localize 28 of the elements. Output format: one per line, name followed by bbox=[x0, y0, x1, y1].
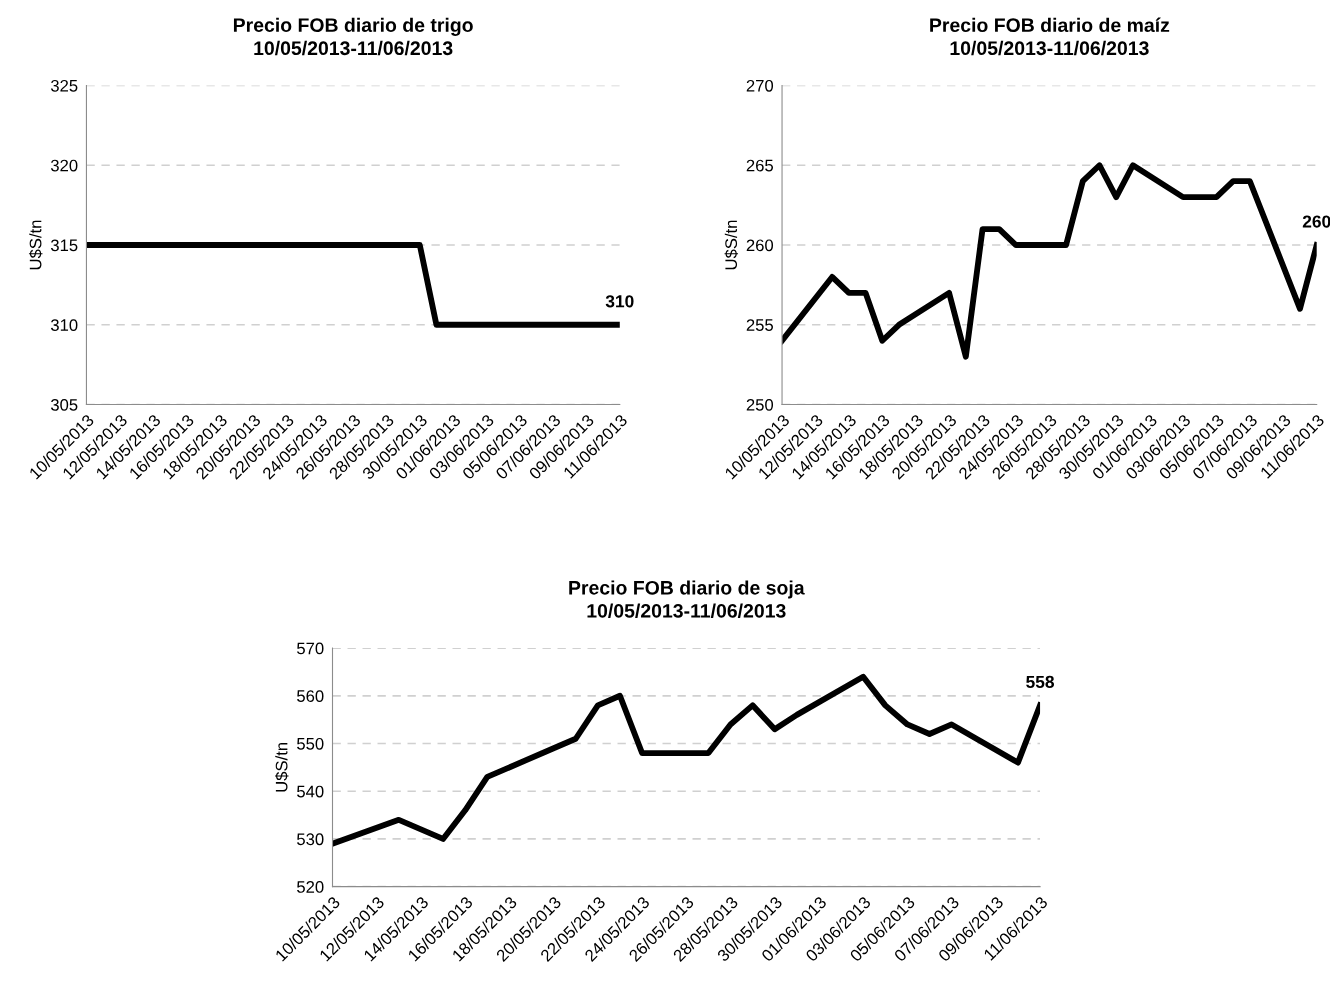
data-label: 260 bbox=[1302, 215, 1330, 228]
chart-subtitle: 10/05/2013-11/06/2013 bbox=[254, 40, 453, 56]
y-axis-title: U$S/tn bbox=[28, 220, 43, 270]
data-label: 558 bbox=[1026, 675, 1055, 689]
y-tick-label: 540 bbox=[297, 785, 324, 798]
y-tick-label: 260 bbox=[746, 239, 774, 252]
y-tick-label: 305 bbox=[50, 398, 78, 411]
y-tick-label: 325 bbox=[50, 79, 78, 92]
data-label: 310 bbox=[605, 295, 634, 308]
y-tick-label: 310 bbox=[50, 319, 78, 331]
y-tick-label: 570 bbox=[297, 642, 324, 655]
y-tick-label: 250 bbox=[746, 398, 774, 411]
y-tick-label: 265 bbox=[746, 159, 774, 172]
chart-subtitle: 10/05/2013-11/06/2013 bbox=[587, 603, 786, 618]
chart-title: Precio FOB diario de trigo bbox=[233, 17, 473, 36]
y-tick-label: 255 bbox=[746, 319, 774, 331]
chart-title: Precio FOB diario de soja bbox=[569, 580, 805, 599]
y-tick-label: 560 bbox=[297, 690, 324, 702]
y-tick-label: 315 bbox=[50, 239, 78, 252]
y-axis-title: U$S/tn bbox=[275, 742, 289, 792]
chart-title: Precio FOB diario de maíz bbox=[930, 17, 1170, 33]
y-axis-title: U$S/tn bbox=[724, 220, 739, 270]
y-tick-label: 520 bbox=[297, 881, 324, 893]
y-tick-label: 320 bbox=[50, 159, 78, 172]
y-tick-label: 270 bbox=[746, 79, 774, 92]
chart-subtitle: 10/05/2013-11/06/2013 bbox=[950, 40, 1149, 56]
y-tick-label: 530 bbox=[297, 833, 324, 846]
y-tick-label: 550 bbox=[297, 737, 324, 750]
